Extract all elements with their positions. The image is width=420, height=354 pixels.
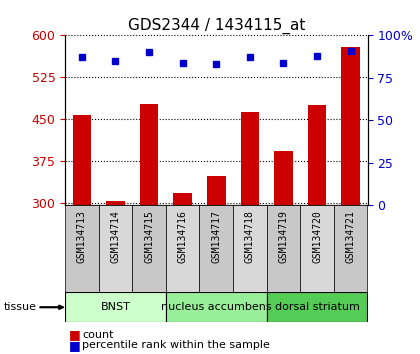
Text: GSM134714: GSM134714 [110,210,121,263]
Text: BNST: BNST [100,302,131,312]
Text: GSM134718: GSM134718 [245,210,255,263]
Bar [207,176,226,205]
Bar [106,201,125,205]
Title: GDS2344 / 1434115_at: GDS2344 / 1434115_at [128,18,305,34]
Text: tissue: tissue [4,302,37,312]
Text: ■: ■ [69,339,81,352]
Text: GSM134720: GSM134720 [312,210,322,263]
Bar [308,105,326,205]
Text: GSM134715: GSM134715 [144,210,154,263]
Text: count: count [82,330,113,339]
Bar [300,205,334,292]
Bar [65,292,166,322]
Bar [233,205,267,292]
Bar [140,104,158,205]
Bar [334,205,368,292]
Text: percentile rank within the sample: percentile rank within the sample [82,340,270,350]
Bar [65,205,99,292]
Bar [341,46,360,205]
Bar [241,112,259,205]
Text: nucleus accumbens: nucleus accumbens [161,302,272,312]
Bar [99,205,132,292]
Bar [200,205,233,292]
Text: ■: ■ [69,328,81,341]
Text: GSM134721: GSM134721 [346,210,356,263]
Bar [132,205,166,292]
Text: GSM134716: GSM134716 [178,210,188,263]
Text: GSM134713: GSM134713 [77,210,87,263]
Bar [267,205,300,292]
Text: dorsal striatum: dorsal striatum [275,302,360,312]
Text: GSM134717: GSM134717 [211,210,221,263]
Bar [166,205,200,292]
Bar [173,193,192,205]
Bar [166,292,267,322]
Text: GSM134719: GSM134719 [278,210,289,263]
Bar [274,151,293,205]
Bar [267,292,368,322]
Bar [73,115,91,205]
